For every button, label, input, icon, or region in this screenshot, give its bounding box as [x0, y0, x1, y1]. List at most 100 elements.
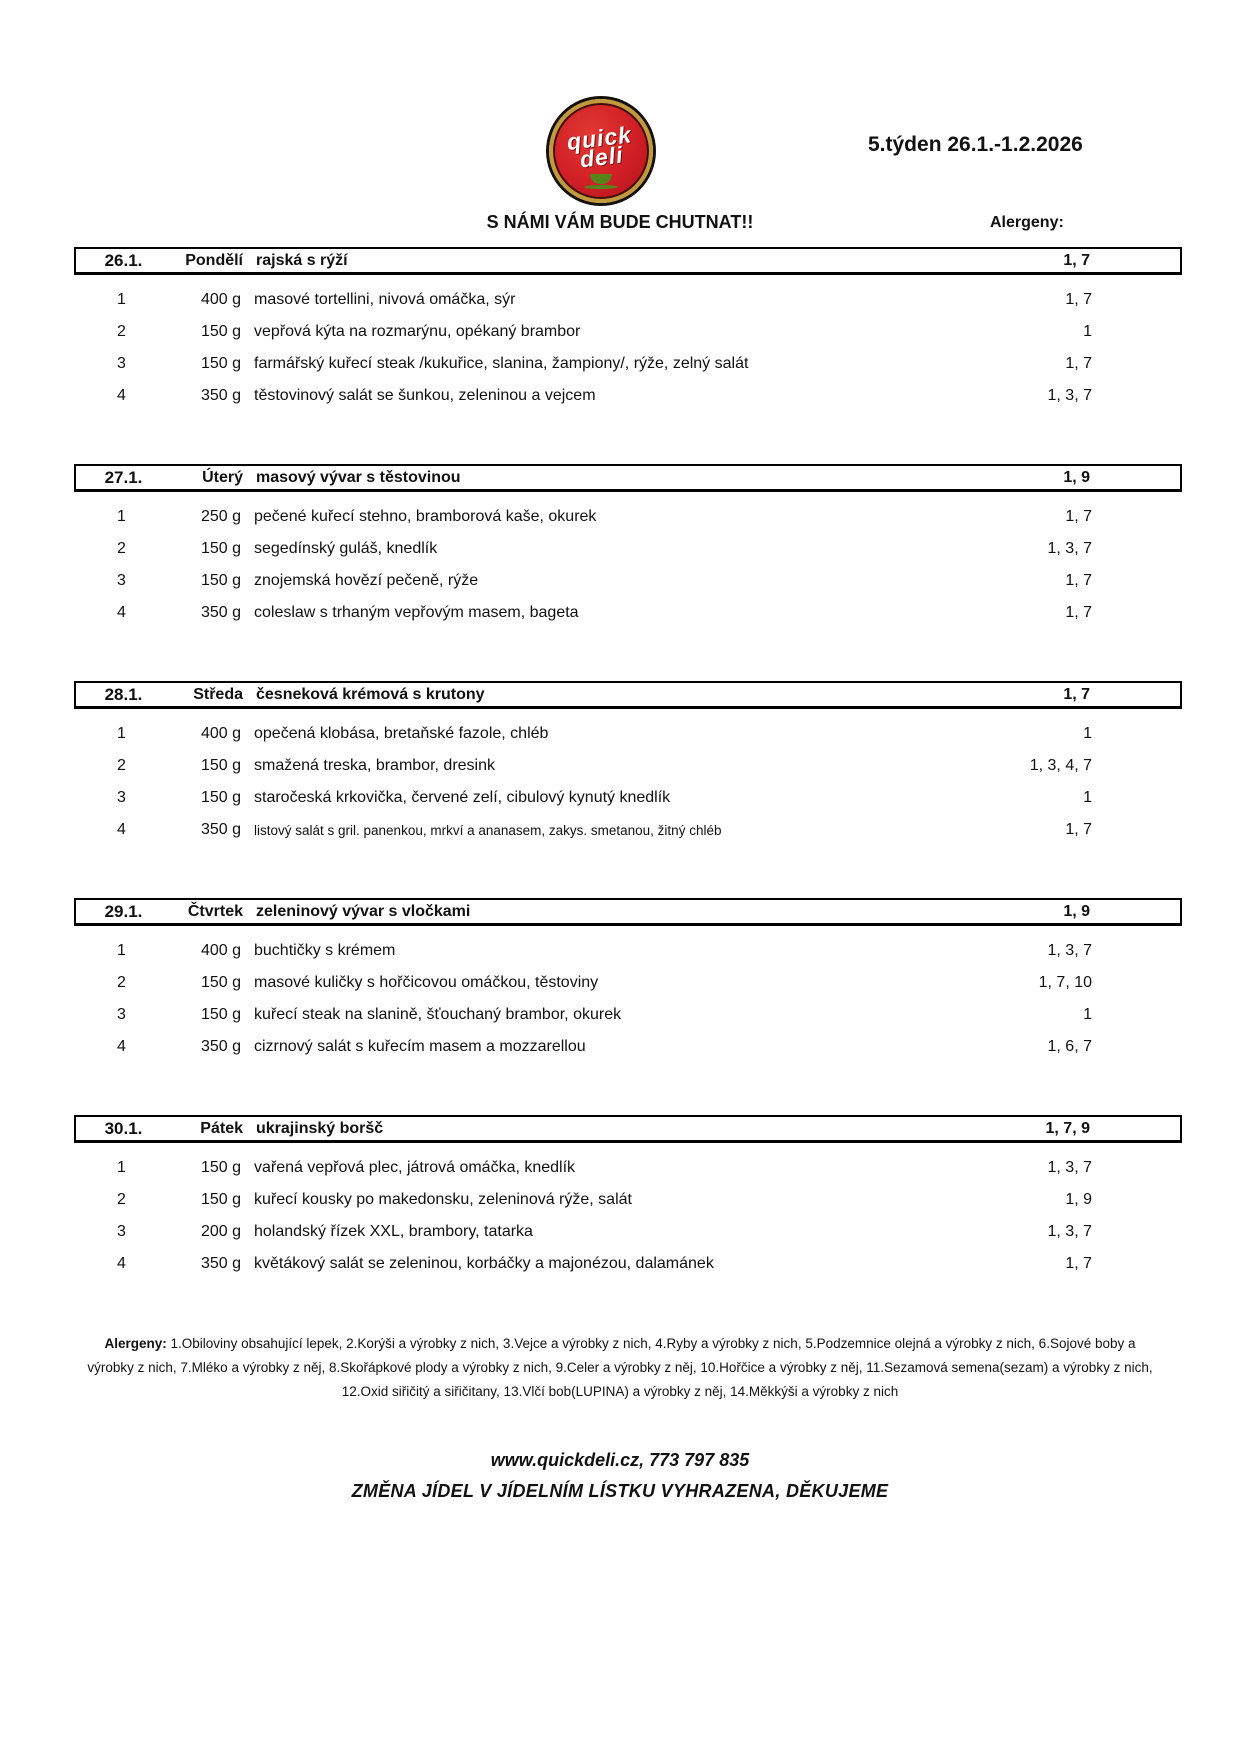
item-dish: buchtičky s krémem: [254, 942, 396, 959]
menu-row: 2 150 g kuřecí kousky po makedonsku, zel…: [74, 1184, 1182, 1216]
day-name: Pondělí: [185, 251, 243, 269]
item-number: 4: [117, 821, 126, 838]
item-allergens: 1, 9: [1065, 1191, 1092, 1208]
item-allergens: 1, 3, 7: [1047, 1159, 1092, 1176]
item-dish: staročeská krkovička, červené zelí, cibu…: [254, 789, 671, 806]
item-number: 1: [117, 725, 126, 742]
menu-row: 1 250 g pečené kuřecí stehno, bramborová…: [74, 501, 1182, 533]
item-weight: 150 g: [200, 1191, 241, 1208]
menu-row: 3 150 g farmářský kuřecí steak /kukuřice…: [74, 348, 1182, 380]
item-weight: 150 g: [200, 540, 241, 557]
item-dish: cizrnový salát s kuřecím masem a mozzare…: [254, 1038, 586, 1055]
item-allergens: 1, 3, 7: [1047, 1223, 1092, 1240]
item-allergens: 1, 7: [1065, 1255, 1092, 1272]
item-number: 2: [117, 757, 126, 774]
menu-row: 3 150 g staročeská krkovička, červené ze…: [74, 782, 1182, 814]
item-weight: 150 g: [200, 323, 241, 340]
item-dish: opečená klobása, bretaňské fazole, chléb: [254, 725, 549, 742]
quickdeli-logo: quick deli: [549, 99, 653, 203]
menu-row: 2 150 g masové kuličky s hořčicovou omáč…: [74, 967, 1182, 999]
day-header: 29.1. Čtvrtek zeleninový vývar s vločkam…: [74, 898, 1182, 926]
item-weight: 350 g: [200, 604, 241, 621]
day-name: Čtvrtek: [187, 902, 243, 920]
allergens-column-label: Alergeny:: [990, 214, 1064, 231]
day-rows: 1 400 g masové tortellini, nivová omáčka…: [74, 284, 1182, 412]
item-allergens: 1, 3, 7: [1047, 387, 1092, 404]
logo-text-deli: deli: [578, 141, 626, 173]
slogan: S NÁMI VÁM BUDE CHUTNAT!!: [486, 212, 754, 232]
menu-row: 3 150 g znojemská hovězí pečeně, rýže 1,…: [74, 565, 1182, 597]
item-number: 4: [117, 1255, 126, 1272]
menu-row: 2 150 g segedínský guláš, knedlík 1, 3, …: [74, 533, 1182, 565]
day-date: 28.1.: [104, 684, 143, 704]
item-allergens: 1, 3, 7: [1047, 942, 1092, 959]
item-dish: listový salát s gril. panenkou, mrkví a …: [254, 822, 722, 838]
day-block: 29.1. Čtvrtek zeleninový vývar s vločkam…: [74, 898, 1182, 1063]
item-weight: 350 g: [200, 1038, 241, 1055]
day-name: Pátek: [200, 1119, 243, 1137]
item-weight: 350 g: [200, 821, 241, 838]
page-footer: www.quickdeli.cz, 773 797 835 ZMĚNA JÍDE…: [0, 1450, 1240, 1502]
item-number: 3: [117, 572, 126, 589]
item-allergens: 1: [1083, 789, 1092, 806]
menu-row: 2 150 g smažená treska, brambor, dresink…: [74, 750, 1182, 782]
item-number: 1: [117, 942, 126, 959]
day-header: 28.1. Středa česneková krémová s krutony…: [74, 681, 1182, 709]
item-number: 2: [117, 974, 126, 991]
item-dish: segedínský guláš, knedlík: [254, 540, 438, 557]
item-weight: 200 g: [200, 1223, 241, 1240]
item-number: 1: [117, 1159, 126, 1176]
day-rows: 1 400 g opečená klobása, bretaňské fazol…: [74, 718, 1182, 846]
item-allergens: 1: [1083, 323, 1092, 340]
menu-row: 4 350 g coleslaw s trhaným vepřovým mase…: [74, 597, 1182, 629]
item-number: 1: [117, 508, 126, 525]
menu-row: 2 150 g vepřová kýta na rozmarýnu, opéka…: [74, 316, 1182, 348]
logo-cup-icon: [584, 174, 618, 190]
item-allergens: 1, 7: [1065, 291, 1092, 308]
item-dish: pečené kuřecí stehno, bramborová kaše, o…: [254, 508, 597, 525]
day-block: 30.1. Pátek ukrajinský boršč 1, 7, 9 1 1…: [74, 1115, 1182, 1280]
item-weight: 400 g: [200, 291, 241, 308]
item-allergens: 1, 7: [1065, 572, 1092, 589]
menu-row: 4 350 g cizrnový salát s kuřecím masem a…: [74, 1031, 1182, 1063]
item-number: 3: [117, 1006, 126, 1023]
item-weight: 350 g: [200, 1255, 241, 1272]
item-number: 1: [117, 291, 126, 308]
day-header: 30.1. Pátek ukrajinský boršč 1, 7, 9: [74, 1115, 1182, 1143]
day-header: 27.1. Úterý masový vývar s těstovinou 1,…: [74, 464, 1182, 492]
item-dish: těstovinový salát se šunkou, zeleninou a…: [254, 387, 596, 404]
item-weight: 150 g: [200, 572, 241, 589]
item-number: 2: [117, 540, 126, 557]
item-dish: holandský řízek XXL, brambory, tatarka: [254, 1223, 533, 1240]
menu-row: 3 150 g kuřecí steak na slanině, šťoucha…: [74, 999, 1182, 1031]
soup-name: rajská s rýží: [256, 251, 348, 269]
item-dish: masové kuličky s hořčicovou omáčkou, těs…: [254, 974, 599, 991]
item-weight: 350 g: [200, 387, 241, 404]
item-allergens: 1, 7: [1065, 821, 1092, 838]
day-rows: 1 250 g pečené kuřecí stehno, bramborová…: [74, 501, 1182, 629]
soup-allergens: 1, 7: [1063, 251, 1090, 269]
day-date: 30.1.: [104, 1118, 143, 1138]
menu-row: 1 400 g masové tortellini, nivová omáčka…: [74, 284, 1182, 316]
item-allergens: 1: [1083, 725, 1092, 742]
item-number: 3: [117, 789, 126, 806]
day-header: 26.1. Pondělí rajská s rýží 1, 7: [74, 247, 1182, 275]
soup-name: ukrajinský boršč: [256, 1119, 384, 1137]
item-dish: coleslaw s trhaným vepřovým masem, baget…: [254, 604, 579, 621]
item-weight: 150 g: [200, 789, 241, 806]
item-weight: 250 g: [200, 508, 241, 525]
item-dish: masové tortellini, nivová omáčka, sýr: [254, 291, 516, 308]
item-dish: květákový salát se zeleninou, korbáčky a…: [254, 1255, 714, 1272]
logo-wordmark: quick deli: [566, 121, 635, 173]
item-allergens: 1, 3, 7: [1047, 540, 1092, 557]
day-date: 29.1.: [104, 901, 143, 921]
day-block: 26.1. Pondělí rajská s rýží 1, 7 1 400 g…: [74, 247, 1182, 412]
day-block: 28.1. Středa česneková krémová s krutony…: [74, 681, 1182, 846]
day-rows: 1 400 g buchtičky s krémem 1, 3, 7 2 150…: [74, 935, 1182, 1063]
item-weight: 400 g: [200, 725, 241, 742]
item-allergens: 1, 6, 7: [1047, 1038, 1092, 1055]
allergen-footnote: Alergeny: 1.Obiloviny obsahující lepek, …: [87, 1336, 1153, 1399]
soup-name: zeleninový vývar s vločkami: [256, 902, 471, 920]
item-weight: 150 g: [200, 1159, 241, 1176]
soup-name: masový vývar s těstovinou: [256, 468, 461, 486]
